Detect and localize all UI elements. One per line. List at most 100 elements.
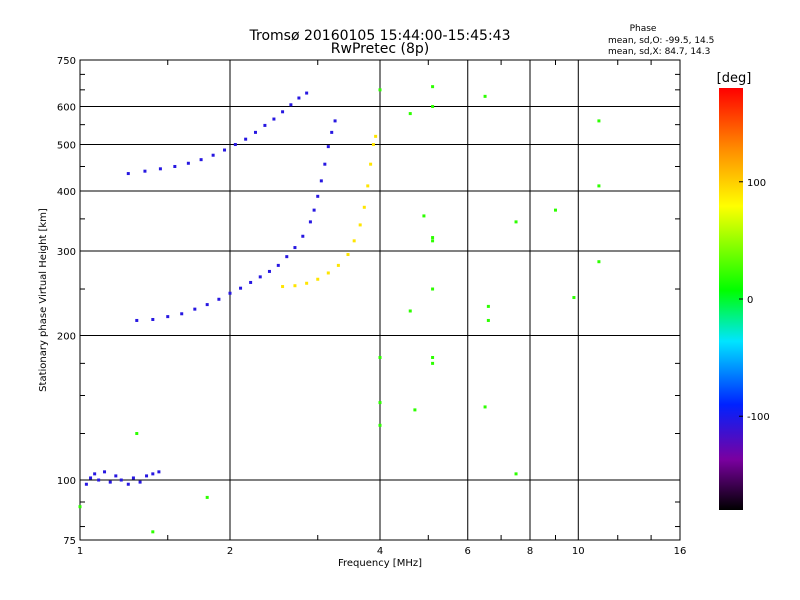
phase-stats-title: Phase (630, 24, 657, 34)
data-point (333, 119, 337, 123)
data-point (431, 287, 435, 291)
data-point (93, 472, 97, 476)
data-point (346, 253, 350, 257)
data-point (431, 355, 435, 359)
data-point (145, 474, 149, 478)
data-point (180, 312, 184, 316)
y-tick-label: 500 (57, 141, 76, 152)
data-point (572, 296, 576, 300)
data-point (378, 355, 382, 359)
data-point (173, 164, 177, 168)
data-point (514, 220, 518, 224)
y-tick-label: 750 (57, 56, 76, 67)
data-point (205, 303, 209, 307)
data-point (486, 318, 490, 322)
data-point (408, 309, 412, 313)
y-tick-label: 400 (57, 187, 76, 198)
data-point (276, 263, 280, 267)
data-point (228, 291, 232, 295)
data-point (217, 297, 221, 301)
data-point (366, 184, 370, 188)
data-point (119, 478, 123, 482)
data-point (135, 432, 139, 436)
x-tick-label: 1 (77, 546, 83, 557)
data-point (378, 88, 382, 92)
data-point (553, 208, 557, 212)
phase-stats-x: mean, sd,X: 84.7, 14.3 (608, 47, 710, 57)
data-point (312, 208, 316, 212)
data-point (431, 236, 435, 240)
data-point (431, 239, 435, 243)
x-tick-label: 16 (674, 546, 687, 557)
data-point (157, 470, 161, 474)
data-point (301, 234, 305, 238)
y-tick-label: 300 (57, 247, 76, 258)
colorbar-tick-label: 100 (747, 178, 766, 189)
data-point (108, 480, 112, 484)
data-point (297, 96, 301, 100)
data-point (135, 318, 139, 322)
data-point (193, 307, 197, 311)
colorbar-ticks: 100 0 -100 (739, 178, 770, 423)
data-point (281, 285, 285, 289)
data-point (253, 130, 257, 134)
data-point (126, 482, 130, 486)
data-point (378, 423, 382, 427)
data-point (330, 130, 334, 134)
data-point (305, 281, 309, 285)
data-point (326, 145, 330, 149)
data-point (211, 153, 215, 157)
data-point (78, 505, 82, 509)
data-point (289, 103, 293, 107)
data-point (316, 194, 320, 198)
data-point (431, 361, 435, 365)
chart-title: Tromsø 20160105 15:44:00-15:45:43 (249, 28, 511, 44)
colorbar-tick-label: -100 (747, 412, 770, 423)
data-point (281, 110, 285, 114)
data-point (358, 223, 362, 227)
data-point (151, 530, 155, 534)
data-point (131, 476, 135, 480)
data-point (151, 317, 155, 321)
x-tick-label: 6 (465, 546, 471, 557)
phase-stats-o: mean, sd,O: -99.5, 14.5 (608, 36, 714, 46)
data-point (199, 158, 203, 162)
data-point (126, 172, 130, 176)
x-tick-labels: 1 2 4 6 8 10 16 (77, 546, 687, 557)
data-point (285, 255, 289, 259)
data-point (293, 246, 297, 250)
data-point (166, 315, 170, 319)
y-tick-labels: 75 100 200 300 400 500 600 750 (57, 56, 76, 547)
chart-subtitle: RwPretec (8p) (331, 41, 429, 57)
data-point (158, 167, 162, 171)
data-point (89, 476, 93, 480)
data-point (483, 94, 487, 98)
data-point (244, 137, 248, 141)
data-point (103, 470, 107, 474)
data-point (352, 239, 356, 243)
data-point (413, 408, 417, 412)
data-point (597, 184, 601, 188)
data-point (239, 286, 243, 290)
y-tick-label: 600 (57, 103, 76, 114)
data-point (263, 123, 267, 127)
data-point (597, 119, 601, 123)
data-point (308, 220, 312, 224)
grid-lines (80, 60, 680, 540)
data-point (138, 480, 142, 484)
data-point (514, 472, 518, 476)
data-point (319, 179, 323, 183)
data-point (362, 205, 366, 209)
data-point (186, 161, 190, 165)
data-point (143, 169, 147, 173)
data-point (374, 134, 378, 138)
data-points (78, 85, 601, 534)
data-point (258, 275, 262, 279)
data-point (371, 143, 375, 147)
data-point (431, 105, 435, 109)
x-tick-label: 8 (527, 546, 533, 557)
data-point (323, 162, 327, 166)
colorbar-label: [deg] (717, 71, 752, 86)
data-point (84, 482, 88, 486)
data-point (408, 112, 412, 116)
